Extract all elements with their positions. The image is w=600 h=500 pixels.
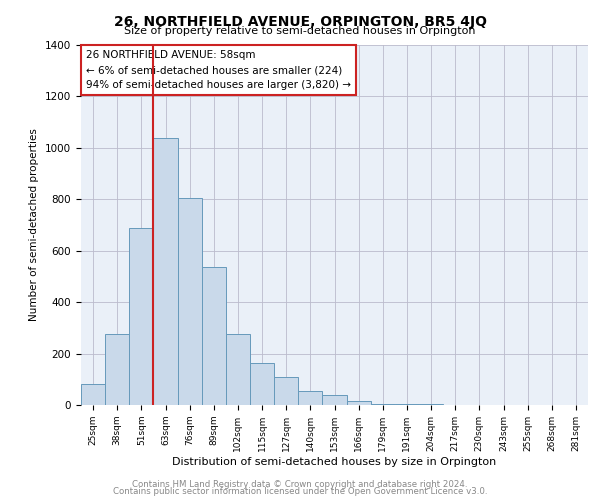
X-axis label: Distribution of semi-detached houses by size in Orpington: Distribution of semi-detached houses by … (172, 456, 497, 466)
Text: Contains public sector information licensed under the Open Government Licence v3: Contains public sector information licen… (113, 488, 487, 496)
Text: Contains HM Land Registry data © Crown copyright and database right 2024.: Contains HM Land Registry data © Crown c… (132, 480, 468, 489)
Bar (419, 404, 443, 405)
Bar (178, 198, 202, 405)
Text: 26 NORTHFIELD AVENUE: 58sqm
← 6% of semi-detached houses are smaller (224)
94% o: 26 NORTHFIELD AVENUE: 58sqm ← 6% of semi… (86, 50, 351, 90)
Bar (347, 401, 371, 405)
Bar (274, 376, 298, 405)
Bar (371, 404, 395, 405)
Bar (105, 334, 129, 405)
Text: Size of property relative to semi-detached houses in Orpington: Size of property relative to semi-detach… (124, 26, 476, 36)
Y-axis label: Number of semi-detached properties: Number of semi-detached properties (29, 128, 40, 322)
Bar (395, 404, 419, 405)
Bar (298, 391, 322, 405)
Text: 26, NORTHFIELD AVENUE, ORPINGTON, BR5 4JQ: 26, NORTHFIELD AVENUE, ORPINGTON, BR5 4J… (113, 15, 487, 29)
Bar (81, 384, 105, 405)
Bar (154, 138, 178, 405)
Bar (250, 362, 274, 405)
Bar (226, 334, 250, 405)
Bar (129, 228, 154, 405)
Bar (202, 268, 226, 405)
Bar (322, 394, 347, 405)
